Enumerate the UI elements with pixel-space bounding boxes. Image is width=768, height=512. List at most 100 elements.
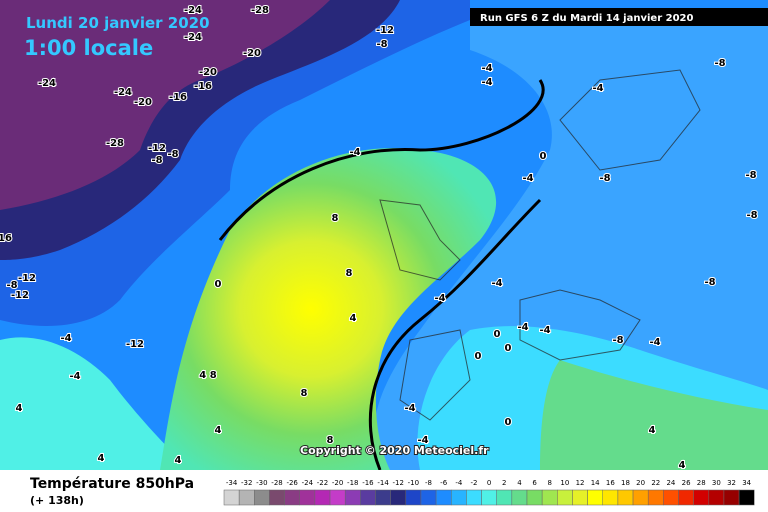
contour-label: -12: [11, 290, 29, 301]
legend-value: 32: [727, 479, 736, 487]
contour-label: -4: [417, 435, 428, 446]
contour-label: -28: [106, 138, 124, 149]
legend-swatch: [693, 489, 710, 506]
contour-label: -4: [69, 371, 80, 382]
legend-swatch: [344, 489, 361, 506]
arctic-region: [0, 0, 330, 210]
legend-swatch: [299, 489, 316, 506]
contour-label: -4: [491, 278, 502, 289]
legend-swatch: [451, 489, 467, 506]
legend-swatch: [541, 489, 558, 506]
contour-label: -8: [745, 170, 756, 181]
legend-swatch: [481, 489, 497, 506]
legend-swatch: [238, 489, 255, 506]
legend-value: 8: [547, 479, 551, 487]
contour-label: -4: [404, 403, 415, 414]
legend-value: -22: [317, 479, 328, 487]
legend-value: -8: [425, 479, 432, 487]
legend-swatch: [360, 489, 376, 506]
run-info: Run GFS 6 Z du Mardi 14 janvier 2020: [480, 13, 693, 24]
legend-swatch: [405, 489, 422, 506]
legend-swatch: [663, 489, 679, 506]
contour-label: -8: [151, 155, 162, 166]
contour-label: 0: [494, 329, 501, 340]
legend-swatch: [708, 489, 725, 506]
legend-swatch: [511, 489, 528, 506]
legend-swatch: [526, 489, 543, 506]
contour-label: 4: [98, 453, 105, 464]
legend-value: -10: [408, 479, 419, 487]
contour-label: 4 8: [199, 370, 216, 381]
legend-swatch: [557, 489, 573, 506]
contour-label: -4: [60, 333, 71, 344]
contour-label: 8: [332, 213, 339, 224]
legend-value: -32: [241, 479, 252, 487]
legend-swatch: [435, 489, 452, 506]
contour-label: 4: [16, 403, 23, 414]
legend-swatch: [375, 489, 391, 506]
legend-swatch: [572, 489, 588, 506]
north-africa-region: [540, 360, 768, 470]
legend-value: -6: [440, 479, 448, 487]
legend-swatch: [390, 489, 407, 506]
contour-label: -24: [184, 32, 202, 43]
contour-label: 0: [540, 151, 547, 162]
contour-label: 4: [649, 425, 656, 436]
warm-tongue: [160, 148, 497, 471]
legend-value: 12: [576, 479, 585, 487]
lead-time: (+ 138h): [30, 494, 84, 507]
contour-label: 8: [327, 435, 334, 446]
legend-value: 20: [636, 479, 645, 487]
forecast-date: Lundi 20 janvier 2020: [26, 14, 210, 32]
legend-swatch: [647, 489, 664, 506]
contour-label: -4: [481, 63, 492, 74]
contour-label: 8: [346, 268, 353, 279]
legend-swatch: [617, 489, 634, 506]
contour-label: 0: [215, 279, 222, 290]
legend-swatch: [632, 489, 649, 506]
legend-value: 18: [621, 479, 630, 487]
contour-label: -16: [169, 92, 187, 103]
contour-label: -28: [251, 5, 269, 16]
contour-label: -12: [376, 25, 394, 36]
legend-value: 16: [606, 479, 615, 487]
legend-value: 26: [682, 479, 691, 487]
legend-value: -24: [302, 479, 314, 487]
contour-label: 0: [475, 351, 482, 362]
legend-value: -34: [226, 479, 238, 487]
contour-label: -4: [517, 322, 528, 333]
copyright: Copyright © 2020 Meteociel.fr: [300, 444, 489, 457]
zero-isotherm: [218, 79, 545, 471]
legend-value: 14: [591, 479, 600, 487]
legend-swatch: [738, 489, 755, 506]
legend-value: 22: [651, 479, 660, 487]
run-banner: [470, 8, 768, 26]
contour-label: -12: [18, 273, 36, 284]
contour-label: -4: [434, 293, 445, 304]
legend-swatch: [284, 489, 301, 506]
contour-label: -8: [6, 280, 17, 291]
contour-label: 4: [350, 313, 357, 324]
contour-label: -12: [126, 339, 144, 350]
contour-label: -8: [746, 210, 757, 221]
legend-swatch: [269, 489, 285, 506]
contour-label: 0: [505, 343, 512, 354]
contour-label: -4: [539, 325, 550, 336]
legend-value: -12: [393, 479, 404, 487]
contour-label: -4: [481, 77, 492, 88]
contour-label: -4: [522, 173, 533, 184]
legend-swatch: [602, 489, 619, 506]
forecast-time: 1:00 locale: [24, 36, 153, 60]
contour-label: 4: [679, 460, 686, 471]
legend-swatch: [496, 489, 513, 506]
south-west-region: [0, 337, 190, 470]
legend-value: -18: [347, 479, 358, 487]
contour-label: -8: [612, 335, 623, 346]
contour-label: -8: [167, 149, 178, 160]
legend-swatch: [329, 489, 346, 506]
legend-swatch: [223, 489, 240, 506]
contour-label: -4: [592, 83, 603, 94]
legend-value: -28: [271, 479, 282, 487]
